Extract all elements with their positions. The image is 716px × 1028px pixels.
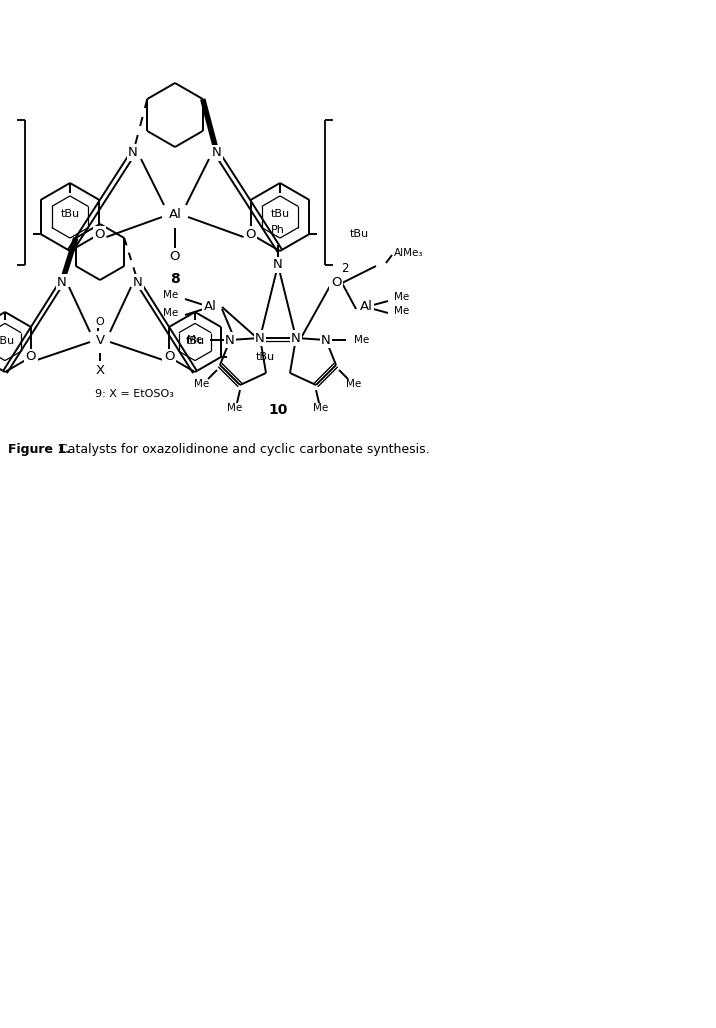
Text: O: O — [164, 351, 174, 364]
Text: Me: Me — [394, 292, 410, 302]
Text: O: O — [96, 317, 105, 327]
Text: N: N — [255, 331, 265, 344]
Text: Al: Al — [168, 209, 181, 221]
Text: O: O — [331, 277, 342, 290]
Text: Me: Me — [228, 403, 243, 413]
Text: X: X — [95, 364, 105, 376]
Text: Figure 1.: Figure 1. — [8, 443, 71, 456]
Text: O: O — [95, 227, 105, 241]
Text: Me: Me — [194, 379, 210, 389]
Text: 10: 10 — [268, 403, 288, 417]
Text: N: N — [133, 276, 143, 289]
Text: O: O — [246, 227, 256, 241]
Text: tBu: tBu — [185, 336, 205, 346]
Text: Me: Me — [394, 306, 410, 316]
Text: N: N — [57, 276, 67, 289]
Text: N: N — [212, 147, 222, 159]
Text: N: N — [321, 333, 331, 346]
Text: 9: X = EtOSO₃: 9: X = EtOSO₃ — [95, 389, 174, 399]
Text: Catalysts for oxazolidinone and cyclic carbonate synthesis.: Catalysts for oxazolidinone and cyclic c… — [55, 443, 430, 456]
Text: 2: 2 — [341, 262, 349, 276]
Text: Ph: Ph — [271, 225, 285, 235]
Text: N: N — [128, 147, 138, 159]
Text: Al: Al — [203, 300, 216, 314]
Text: tBu: tBu — [271, 209, 289, 219]
Text: Me: Me — [347, 379, 362, 389]
Text: tBu: tBu — [349, 229, 369, 238]
Text: N: N — [225, 333, 235, 346]
Text: N: N — [273, 258, 283, 271]
Text: tBu: tBu — [60, 209, 79, 219]
Text: O: O — [26, 351, 37, 364]
Text: Me: Me — [354, 335, 369, 345]
Text: 8: 8 — [170, 272, 180, 286]
Text: V: V — [95, 333, 105, 346]
Text: Me: Me — [187, 335, 202, 345]
Text: tBu: tBu — [0, 336, 14, 346]
Text: Me: Me — [163, 308, 178, 318]
Text: Me: Me — [163, 290, 178, 300]
Text: N: N — [291, 331, 301, 344]
Text: Me: Me — [314, 403, 329, 413]
Text: Al: Al — [359, 300, 372, 314]
Text: tBu: tBu — [256, 352, 275, 362]
Text: O: O — [170, 251, 180, 263]
Text: AlMe₃: AlMe₃ — [394, 248, 423, 258]
